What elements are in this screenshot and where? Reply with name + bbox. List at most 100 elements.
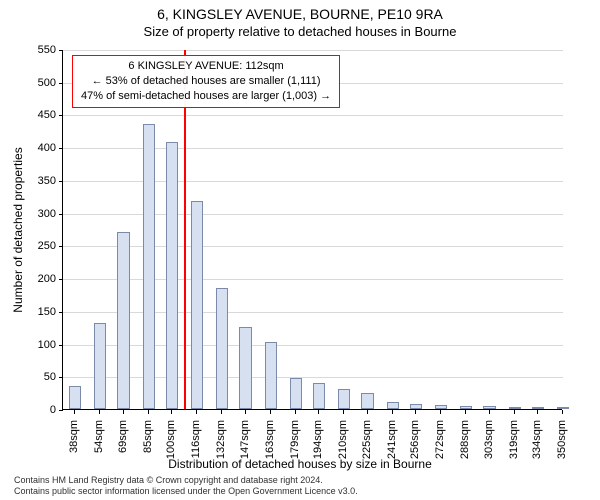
xtick-mark: [270, 410, 271, 414]
xtick-mark: [440, 410, 441, 414]
xtick-mark: [148, 410, 149, 414]
xtick-mark: [245, 410, 246, 414]
xtick-label: 241sqm: [386, 420, 398, 490]
ytick-label: 300: [16, 208, 56, 220]
gridline: [63, 115, 563, 116]
xtick-label: 54sqm: [93, 420, 105, 490]
histogram-bar: [435, 405, 447, 409]
histogram-bar: [216, 288, 228, 409]
histogram-bar: [338, 389, 350, 409]
gridline: [63, 345, 563, 346]
histogram-bar: [532, 407, 544, 409]
histogram-bar: [143, 124, 155, 409]
ytick-label: 100: [16, 339, 56, 351]
xtick-mark: [221, 410, 222, 414]
gridline: [63, 214, 563, 215]
xtick-mark: [392, 410, 393, 414]
histogram-bar: [94, 323, 106, 409]
xtick-mark: [123, 410, 124, 414]
ytick-mark: [59, 181, 63, 182]
gridline: [63, 148, 563, 149]
xtick-mark: [74, 410, 75, 414]
gridline: [63, 312, 563, 313]
histogram-bar: [460, 406, 472, 409]
histogram-bar: [265, 342, 277, 409]
xtick-mark: [465, 410, 466, 414]
annotation-line2: ← 53% of detached houses are smaller (1,…: [81, 74, 331, 89]
ytick-label: 200: [16, 273, 56, 285]
xtick-mark: [196, 410, 197, 414]
ytick-label: 500: [16, 77, 56, 89]
xtick-mark: [343, 410, 344, 414]
histogram-bar: [410, 404, 422, 409]
histogram-bar: [313, 383, 325, 409]
xtick-label: 210sqm: [337, 420, 349, 490]
ytick-mark: [59, 148, 63, 149]
histogram-bar: [191, 201, 203, 409]
xtick-mark: [415, 410, 416, 414]
xtick-label: 350sqm: [556, 420, 568, 490]
xtick-label: 179sqm: [289, 420, 301, 490]
footer-attribution: Contains HM Land Registry data © Crown c…: [14, 475, 358, 498]
histogram-bar: [361, 393, 373, 409]
ytick-label: 400: [16, 142, 56, 154]
gridline: [63, 181, 563, 182]
xtick-label: 132sqm: [215, 420, 227, 490]
chart-title-address: 6, KINGSLEY AVENUE, BOURNE, PE10 9RA: [0, 6, 600, 22]
xtick-label: 272sqm: [434, 420, 446, 490]
xtick-label: 163sqm: [264, 420, 276, 490]
ytick-label: 550: [16, 44, 56, 56]
ytick-label: 0: [16, 404, 56, 416]
ytick-mark: [59, 214, 63, 215]
xtick-label: 69sqm: [117, 420, 129, 490]
xtick-mark: [489, 410, 490, 414]
xtick-mark: [99, 410, 100, 414]
annotation-line1: 6 KINGSLEY AVENUE: 112sqm: [81, 59, 331, 74]
xtick-mark: [367, 410, 368, 414]
histogram-bar: [483, 406, 495, 409]
ytick-mark: [59, 312, 63, 313]
histogram-bar: [290, 378, 302, 409]
footer-line2: Contains public sector information licen…: [14, 486, 358, 497]
xtick-label: 256sqm: [409, 420, 421, 490]
xtick-label: 334sqm: [531, 420, 543, 490]
histogram-bar: [557, 407, 569, 409]
xtick-label: 116sqm: [190, 420, 202, 490]
xtick-label: 319sqm: [508, 420, 520, 490]
annotation-box: 6 KINGSLEY AVENUE: 112sqm ← 53% of detac…: [72, 55, 340, 108]
ytick-mark: [59, 246, 63, 247]
ytick-mark: [59, 410, 63, 411]
histogram-bar: [166, 142, 178, 409]
gridline: [63, 246, 563, 247]
histogram-bar: [509, 407, 521, 409]
ytick-mark: [59, 115, 63, 116]
gridline: [63, 377, 563, 378]
xtick-mark: [318, 410, 319, 414]
xtick-label: 38sqm: [68, 420, 80, 490]
histogram-bar: [69, 386, 81, 409]
histogram-bar: [387, 402, 399, 409]
ytick-mark: [59, 50, 63, 51]
xtick-label: 288sqm: [459, 420, 471, 490]
annotation-line3: 47% of semi-detached houses are larger (…: [81, 89, 331, 104]
xtick-label: 147sqm: [239, 420, 251, 490]
xtick-label: 194sqm: [312, 420, 324, 490]
footer-line1: Contains HM Land Registry data © Crown c…: [14, 475, 358, 486]
gridline: [63, 50, 563, 51]
xtick-mark: [171, 410, 172, 414]
y-axis-label: Number of detached properties: [11, 147, 25, 312]
ytick-label: 350: [16, 175, 56, 187]
xtick-label: 225sqm: [361, 420, 373, 490]
histogram-bar: [239, 327, 251, 409]
ytick-mark: [59, 279, 63, 280]
xtick-mark: [537, 410, 538, 414]
ytick-mark: [59, 345, 63, 346]
ytick-mark: [59, 83, 63, 84]
ytick-label: 250: [16, 240, 56, 252]
gridline: [63, 279, 563, 280]
ytick-label: 150: [16, 306, 56, 318]
xtick-mark: [562, 410, 563, 414]
ytick-mark: [59, 377, 63, 378]
xtick-label: 303sqm: [483, 420, 495, 490]
xtick-mark: [514, 410, 515, 414]
